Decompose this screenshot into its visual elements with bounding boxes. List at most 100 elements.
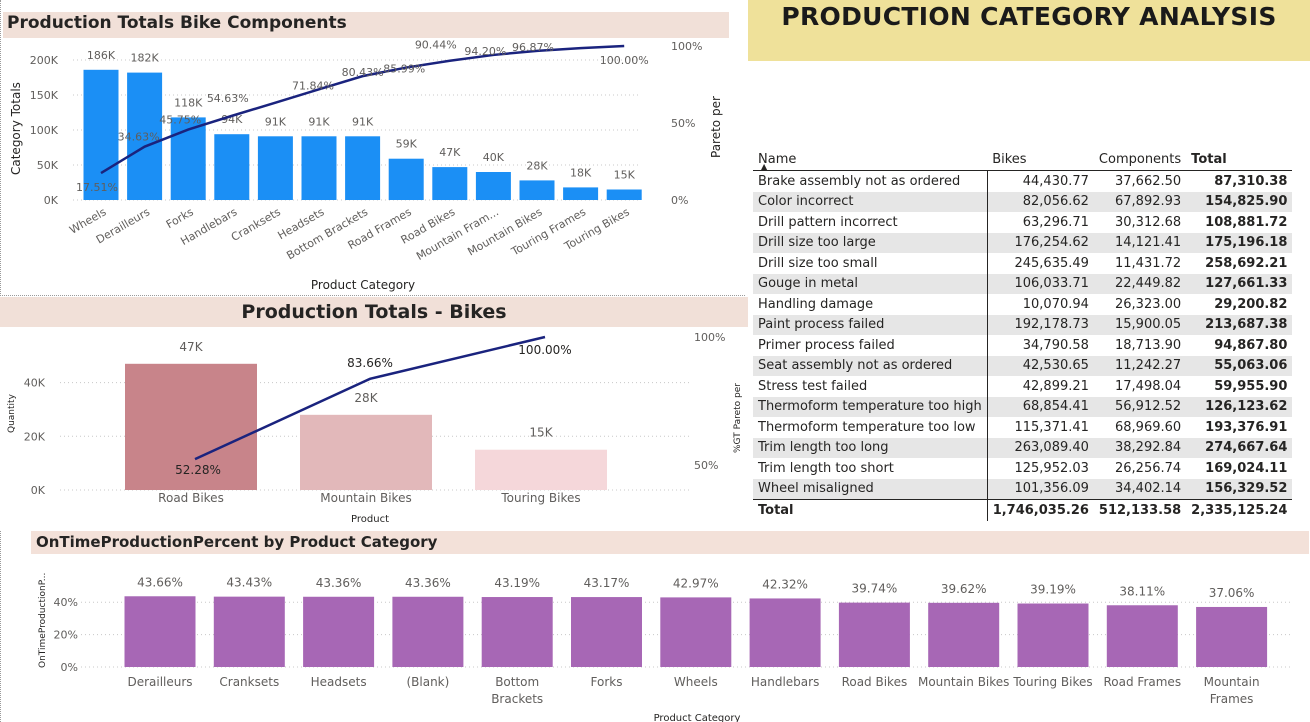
bar-value-label: 43.19% <box>494 576 540 590</box>
row-total: 29,200.82 <box>1214 296 1288 312</box>
y-tick-label: 40% <box>54 596 78 609</box>
y2-tick-label: 50% <box>694 459 718 472</box>
row-components: 26,323.00 <box>1115 296 1182 312</box>
bar-forks <box>571 597 642 667</box>
bikes-pareto-chart[interactable]: Production Totals - Bikes 0K 20K 40K 50% 100… <box>0 295 750 531</box>
bar-value-label: 91K <box>308 115 330 128</box>
column-header-components[interactable]: Components <box>1098 152 1182 167</box>
row-name: Thermoform temperature too low <box>753 417 988 438</box>
y2-axis-title: Pareto per <box>709 96 723 158</box>
table-row[interactable]: Handling damage 10,070.94 26,323.00 29,200.… <box>753 294 1292 315</box>
row-components: 30,312.68 <box>1115 214 1182 230</box>
bar-value-label: 28K <box>354 391 378 405</box>
bar-value-label: 182K <box>130 52 159 65</box>
row-total: 154,825.90 <box>1205 194 1288 210</box>
table-row[interactable]: Seat assembly not as ordered 42,530.65 11,… <box>753 355 1293 376</box>
table-row[interactable]: Color incorrect 82,056.62 67,892.93 154,825… <box>753 191 1293 212</box>
row-total: 156,329.52 <box>1205 481 1288 497</box>
table-row[interactable]: Thermoform temperature too high 68,854.41… <box>753 396 1293 417</box>
row-name: Trim length too long <box>753 437 988 458</box>
dashboard-title: PRODUCTION CATEGORY ANALYSIS <box>781 2 1277 31</box>
x-tick-label: Bottom Brackets <box>491 675 543 706</box>
row-bikes: 176,254.62 <box>1014 235 1089 251</box>
row-components: 11,242.27 <box>1115 358 1182 374</box>
table-row[interactable]: Trim length too short 125,952.03 26,256.74… <box>753 458 1292 479</box>
bar-value-label: 47K <box>439 146 461 159</box>
bar-road-frames <box>1106 605 1178 667</box>
bar-value-label: 42.97% <box>673 576 719 590</box>
table-row[interactable]: Wheel misaligned 101,356.09 34,402.14 156,3… <box>753 478 1293 500</box>
row-total: 87,310.38 <box>1214 173 1288 189</box>
pareto-label: 52.28% <box>175 463 221 477</box>
y-axis-title: Category Totals <box>9 82 23 175</box>
bar-mountain-frames <box>1196 606 1268 667</box>
table-row[interactable]: Brake assembly not as ordered 44,430.77 37… <box>753 170 1292 192</box>
bar-value-label: 28K <box>526 159 548 172</box>
chart-title-band <box>0 297 748 327</box>
bar-value-label: 15K <box>529 426 553 440</box>
bar-value-label: 91K <box>352 115 374 128</box>
table-row[interactable]: Gouge in metal 106,033.71 22,449.82 127,661… <box>753 273 1293 294</box>
table-row[interactable]: Thermoform temperature too low 115,371.41… <box>753 417 1292 438</box>
sort-ascending-icon[interactable]: ▲ <box>761 162 768 171</box>
bar-value-label: 18K <box>570 166 592 179</box>
chart-title: Production Totals Bike Components <box>7 13 347 33</box>
y-tick-label: 0% <box>61 661 78 674</box>
table-row[interactable]: Primer process failed 34,790.58 18,713.90 9… <box>753 335 1292 356</box>
table-row[interactable]: Trim length too long 263,089.40 38,292.84 2… <box>753 437 1293 458</box>
row-total: 108,881.72 <box>1205 214 1288 230</box>
bar-mountain-bikes <box>928 602 1000 667</box>
row-components: 11,431.72 <box>1115 255 1182 271</box>
row-total: 94,867.80 <box>1214 337 1288 353</box>
row-total: 55,063.06 <box>1214 358 1288 374</box>
dashboard-header: PRODUCTION CATEGORY ANALYSIS <box>748 0 1310 61</box>
table-row[interactable]: Stress test failed 42,899.21 17,498.04 59,9… <box>753 376 1292 397</box>
components-pareto-chart[interactable]: Production Totals Bike Components 0K 50K 1… <box>0 0 745 296</box>
bar-mountain-bikes <box>519 180 555 200</box>
bar-cranksets <box>257 136 293 200</box>
y2-tick-label: 0% <box>671 194 688 207</box>
column-header-bikes[interactable]: Bikes <box>992 152 1027 167</box>
y-tick-label: 20% <box>54 629 78 642</box>
bar-value-label: 91K <box>265 115 287 128</box>
table-total-row: Total 1,746,035.26 512,133.58 2,335,125.… <box>753 499 1293 521</box>
x-axis-title: Product Category <box>311 278 415 292</box>
row-total: 193,376.91 <box>1205 419 1288 435</box>
x-axis-title: Product Category <box>654 713 741 722</box>
y-tick-label: 200K <box>30 54 59 67</box>
table-row[interactable]: Paint process failed 192,178.73 15,900.05 2… <box>753 314 1293 335</box>
row-components: 14,121.41 <box>1115 235 1182 251</box>
table-row[interactable]: Drill pattern incorrect 63,296.71 30,312.6… <box>753 212 1292 233</box>
bar-value-label: 15K <box>614 169 636 182</box>
bar-derailleurs <box>124 596 196 667</box>
total-components: 512,133.58 <box>1093 499 1187 521</box>
bar-forks <box>170 117 206 200</box>
column-header-total[interactable]: Total <box>1191 152 1227 167</box>
bar-value-label: 39.62% <box>941 582 987 596</box>
table-row[interactable]: Drill size too large 176,254.62 14,121.41 1… <box>753 232 1293 253</box>
bar-bottom-brackets <box>345 136 381 200</box>
x-tick-label: Mountain Bikes <box>918 675 1009 689</box>
x-tick-label: Touring Bikes <box>500 491 580 505</box>
ontime-production-chart[interactable]: OnTimeProductionPercent by Product Categ… <box>0 531 1310 722</box>
column-header-name[interactable]: Name <box>758 152 797 167</box>
bar-touring-bikes <box>606 189 642 200</box>
row-total: 126,123.62 <box>1205 399 1288 415</box>
row-name: Drill size too small <box>753 253 988 274</box>
y-tick-label: 150K <box>30 89 59 102</box>
bar-value-label: 43.36% <box>316 576 362 590</box>
bar--blank- <box>392 596 464 667</box>
x-tick-label: Forks <box>164 205 196 231</box>
bar-headsets <box>303 596 375 667</box>
row-bikes: 192,178.73 <box>1014 317 1089 333</box>
row-total: 213,687.38 <box>1205 317 1288 333</box>
row-components: 26,256.74 <box>1115 460 1182 476</box>
table-row[interactable]: Drill size too small 245,635.49 11,431.72 2… <box>753 253 1292 274</box>
y-axis-title: OnTimeProductionP... <box>38 573 48 668</box>
row-components: 37,662.50 <box>1115 173 1182 189</box>
y-tick-label: 20K <box>24 430 46 443</box>
bar-value-label: 186K <box>87 49 116 62</box>
row-components: 22,449.82 <box>1115 276 1182 292</box>
y-tick-label: 100K <box>30 124 59 137</box>
x-tick-label: Cranksets <box>229 205 283 244</box>
